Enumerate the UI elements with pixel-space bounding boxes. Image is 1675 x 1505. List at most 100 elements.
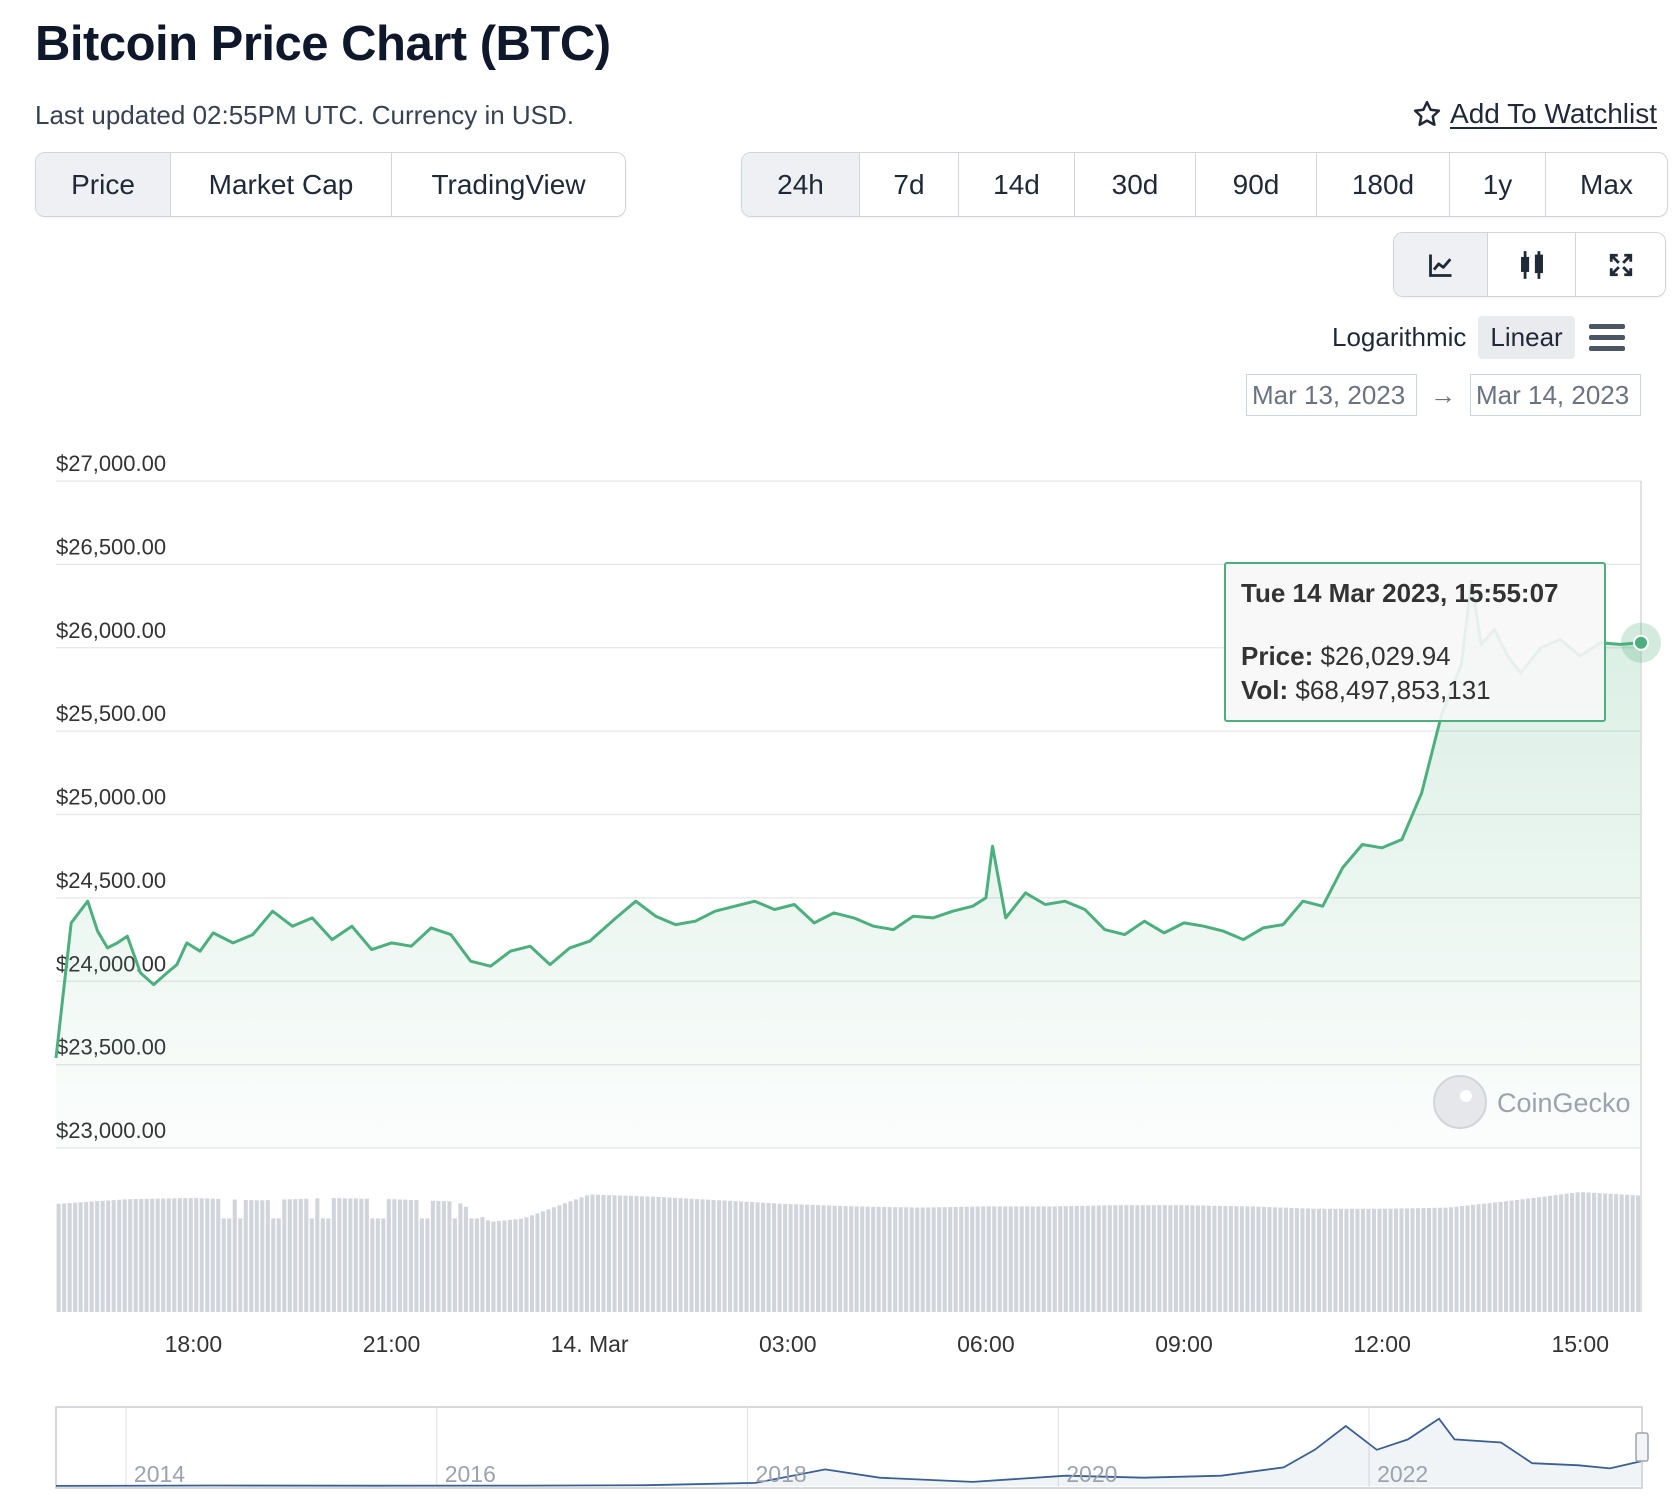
volume-bar <box>650 1196 656 1312</box>
volume-bar <box>1581 1192 1586 1312</box>
line-view-button[interactable] <box>1394 233 1488 296</box>
volume-bar <box>254 1200 259 1312</box>
add-to-watchlist-link[interactable]: Add To Watchlist <box>1412 98 1657 130</box>
coingecko-logo-icon <box>1433 1075 1487 1129</box>
range-7d[interactable]: 7d <box>860 153 959 216</box>
volume-bar <box>161 1198 166 1312</box>
time-navigator[interactable]: 2014 2016 2018 2020 2022 <box>55 1406 1649 1489</box>
tooltip-vol-value: $68,497,853,131 <box>1295 675 1491 705</box>
volume-bar <box>425 1218 430 1312</box>
volume-bar <box>430 1200 435 1312</box>
tab-market-cap[interactable]: Market Cap <box>171 153 392 216</box>
volume-bar <box>1377 1208 1382 1312</box>
volume-bar <box>73 1202 78 1312</box>
range-1y[interactable]: 1y <box>1450 153 1546 216</box>
hamburger-menu-icon[interactable] <box>1588 324 1625 351</box>
volume-bar <box>623 1195 628 1312</box>
volume-bar <box>772 1203 777 1312</box>
volume-bar <box>717 1200 722 1312</box>
expand-icon <box>1609 253 1632 276</box>
volume-bar <box>1393 1208 1399 1312</box>
volume-bar <box>1355 1208 1360 1312</box>
volume-bar <box>964 1206 969 1312</box>
volume-bar <box>56 1203 61 1312</box>
range-14d[interactable]: 14d <box>959 153 1075 216</box>
x-tick-label: 09:00 <box>1155 1331 1213 1357</box>
volume-bar <box>326 1218 331 1312</box>
volume-bar <box>1294 1208 1299 1312</box>
tooltip-vol-label: Vol: <box>1241 675 1289 705</box>
volume-bar <box>849 1206 854 1312</box>
navigator-grid <box>125 1407 1370 1488</box>
hover-point <box>1633 634 1649 651</box>
volume-bar <box>579 1197 584 1312</box>
volume-bar <box>1448 1207 1454 1312</box>
volume-bar <box>766 1202 771 1312</box>
volume-bar <box>1311 1208 1316 1312</box>
range-24h[interactable]: 24h <box>742 153 860 216</box>
volume-bar <box>1608 1193 1613 1312</box>
volume-bar <box>1625 1194 1630 1312</box>
volume-bar <box>216 1198 221 1312</box>
volume-bar <box>711 1199 716 1312</box>
volume-bar <box>1575 1192 1580 1312</box>
volume-bar <box>474 1218 479 1312</box>
date-from-input[interactable]: Mar 13, 2023 <box>1246 374 1417 416</box>
volume-bar <box>1223 1205 1228 1312</box>
range-90d[interactable]: 90d <box>1196 153 1317 216</box>
volume-bar <box>1349 1208 1355 1312</box>
volume-bar <box>359 1198 364 1312</box>
date-to-input[interactable]: Mar 14, 2023 <box>1470 374 1641 416</box>
volume-bar <box>1498 1201 1503 1312</box>
volume-bar <box>948 1207 953 1312</box>
linear-option[interactable]: Linear <box>1478 316 1575 359</box>
tooltip-price-label: Price: <box>1241 641 1314 671</box>
volume-bar <box>1520 1199 1525 1312</box>
volume-bar <box>1515 1200 1520 1312</box>
range-30d[interactable]: 30d <box>1075 153 1196 216</box>
volume-bar <box>1157 1205 1162 1312</box>
tab-price[interactable]: Price <box>36 153 171 216</box>
volume-bar <box>1124 1205 1129 1312</box>
volume-bar <box>469 1218 474 1312</box>
navigator-handle[interactable] <box>1635 1432 1649 1462</box>
volume-bar <box>573 1199 579 1312</box>
tab-tradingview[interactable]: TradingView <box>431 168 586 200</box>
range-max[interactable]: Max <box>1580 168 1633 200</box>
volume-bar <box>1459 1206 1465 1312</box>
volume-bar <box>1008 1206 1013 1312</box>
volume-bar <box>601 1194 606 1312</box>
volume-bar <box>821 1205 826 1312</box>
volume-bar <box>1201 1205 1206 1312</box>
volume-bar <box>667 1197 672 1312</box>
navigator-frame <box>55 1406 1643 1489</box>
volume-bar <box>232 1199 237 1312</box>
volume-bar <box>810 1204 815 1312</box>
volume-bar <box>1239 1206 1244 1312</box>
volume-bar <box>1630 1195 1635 1312</box>
volume-bar <box>1003 1206 1008 1312</box>
volume-bar <box>1195 1205 1200 1312</box>
candlestick-view-button[interactable] <box>1488 233 1576 296</box>
y-tick-label: $24,500.00 <box>56 868 166 893</box>
logarithmic-option[interactable]: Logarithmic <box>1332 322 1467 352</box>
volume-bar <box>1619 1194 1624 1312</box>
volume-bar <box>491 1221 496 1312</box>
volume-bar <box>100 1200 105 1312</box>
x-tick-label: 06:00 <box>957 1331 1015 1357</box>
tooltip-price-value: $26,029.94 <box>1320 641 1451 671</box>
volume-bar <box>1074 1205 1079 1312</box>
volume-bar <box>761 1202 766 1312</box>
x-tick-label: 15:00 <box>1551 1331 1609 1357</box>
volume-bar <box>1426 1207 1432 1312</box>
range-180d[interactable]: 180d <box>1317 153 1450 216</box>
fullscreen-button[interactable] <box>1576 233 1665 296</box>
volume-bar <box>739 1201 744 1312</box>
volume-bar <box>887 1207 892 1312</box>
volume-bar <box>133 1199 138 1312</box>
volume-bar <box>931 1207 936 1312</box>
volume-bar <box>1366 1208 1371 1312</box>
volume-bar <box>271 1218 276 1312</box>
volume-bar <box>865 1206 870 1312</box>
